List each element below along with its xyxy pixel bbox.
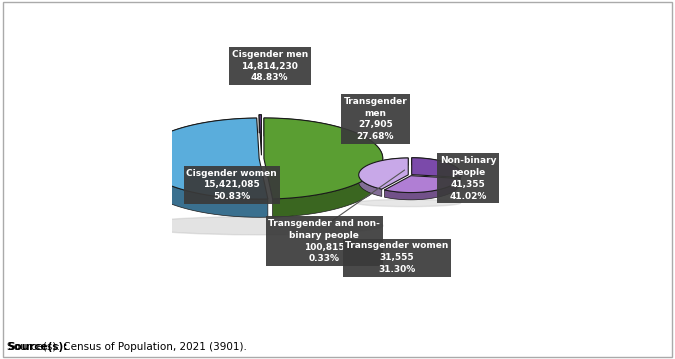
Ellipse shape: [356, 199, 460, 207]
Polygon shape: [385, 176, 460, 192]
Polygon shape: [264, 118, 383, 217]
Ellipse shape: [134, 216, 383, 235]
Polygon shape: [412, 158, 461, 177]
Text: Source(s):: Source(s):: [7, 342, 67, 352]
Text: Non-binary
people
41,355
41.02%: Non-binary people 41,355 41.02%: [439, 156, 496, 201]
Polygon shape: [412, 158, 461, 185]
Polygon shape: [140, 118, 268, 217]
Text: Transgender and non-
binary people
100,815
0.33%: Transgender and non- binary people 100,8…: [269, 219, 380, 263]
Polygon shape: [259, 115, 261, 155]
Text: Source(s): Census of Population, 2021 (3901).: Source(s): Census of Population, 2021 (3…: [7, 342, 246, 352]
Polygon shape: [358, 158, 408, 196]
Text: Cisgender men
14,814,230
48.83%: Cisgender men 14,814,230 48.83%: [232, 50, 308, 82]
Polygon shape: [385, 178, 460, 200]
Polygon shape: [259, 115, 261, 133]
Text: Transgender
men
27,905
27.68%: Transgender men 27,905 27.68%: [344, 97, 407, 141]
Polygon shape: [140, 118, 268, 199]
Text: Transgender women
31,555
31.30%: Transgender women 31,555 31.30%: [346, 241, 449, 274]
Text: Cisgender women
15,421,085
50.83%: Cisgender women 15,421,085 50.83%: [186, 169, 277, 201]
Polygon shape: [264, 118, 383, 199]
Polygon shape: [358, 158, 408, 189]
